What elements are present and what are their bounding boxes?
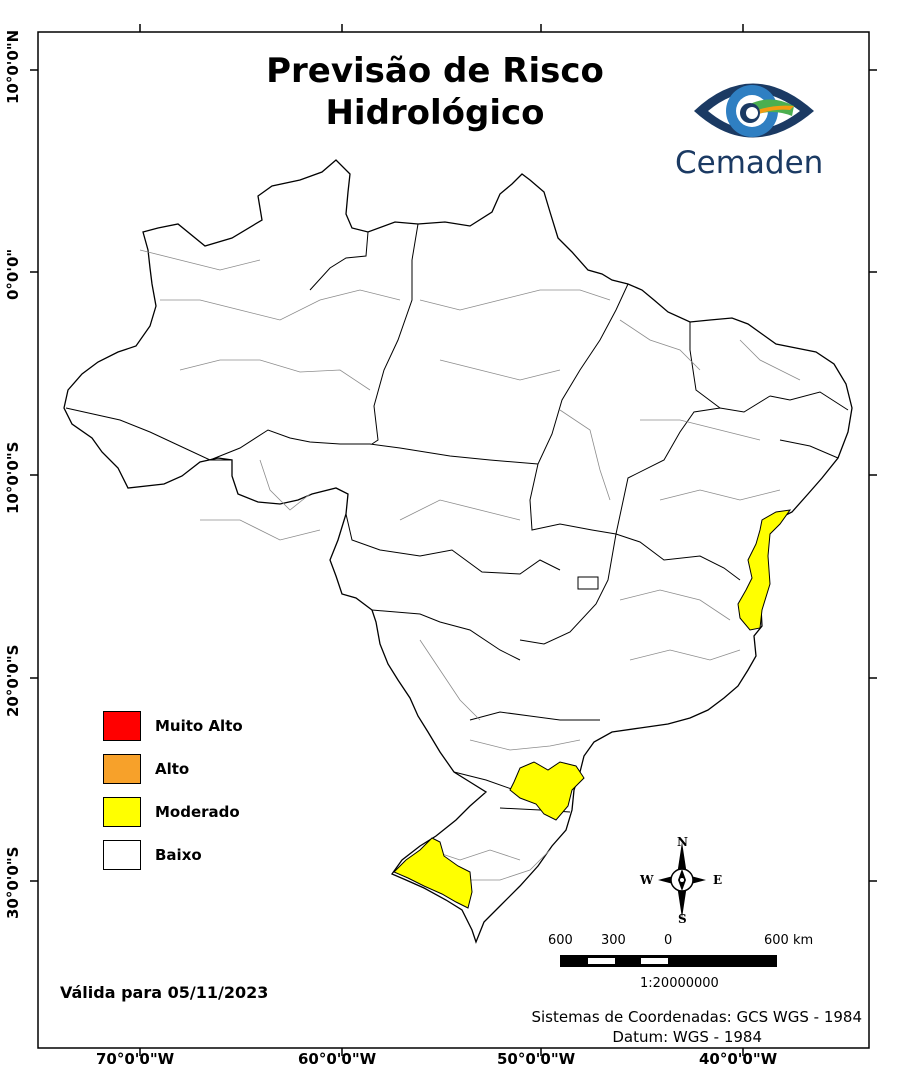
map-title: Previsão de Risco Hidrológico (210, 50, 660, 134)
legend-item-baixo: Baixo (103, 839, 243, 871)
cemaden-eye-logo-icon (694, 83, 814, 138)
legend-swatch-alto (103, 754, 141, 784)
scale-label-600-left: 600 (548, 933, 573, 948)
lat-label-20s: 20°0'0"S (4, 644, 22, 717)
scale-bar (560, 955, 777, 967)
compass-e: E (713, 873, 723, 887)
legend-label-alto: Alto (155, 760, 190, 778)
legend-item-alto: Alto (103, 753, 243, 785)
north-arrow-icon (658, 842, 706, 918)
compass-s: S (678, 912, 687, 926)
legend-swatch-moderado (103, 797, 141, 827)
scale-label-600-km: 600 km (764, 933, 814, 948)
title-line-1: Previsão de Risco (266, 51, 604, 91)
legend-label-moderado: Moderado (155, 803, 240, 821)
scale-label-300: 300 (601, 933, 626, 948)
legend-item-muito-alto: Muito Alto (103, 710, 243, 742)
logo-wordmark: Cemaden (675, 145, 824, 181)
coordinate-system: Sistemas de Coordenadas: GCS WGS - 1984 (531, 1008, 862, 1026)
scale-ratio: 1:20000000 (640, 976, 719, 991)
legend-label-muito-alto: Muito Alto (155, 717, 243, 735)
legend-label-baixo: Baixo (155, 846, 202, 864)
lon-label-70w: 70°0'0"W (96, 1050, 175, 1068)
datum: Datum: WGS - 1984 (612, 1028, 762, 1046)
risk-area-parana-sc (509, 761, 585, 821)
scale-label-0: 0 (664, 933, 673, 948)
brazil-outline (63, 159, 853, 944)
lat-label-10n: 10°0'0"N (4, 29, 22, 104)
legend-item-moderado: Moderado (103, 796, 243, 828)
title-line-2: Hidrológico (325, 93, 545, 133)
legend-swatch-baixo (103, 840, 141, 870)
risk-area-bahia-coast (737, 509, 792, 631)
risk-area-rs-west (393, 837, 473, 909)
internal-borders (65, 223, 849, 813)
risk-areas-moderado (393, 509, 792, 909)
federal-district (577, 576, 599, 590)
legend-swatch-muito-alto (103, 711, 141, 741)
map-frame (37, 31, 870, 1049)
lon-label-50w: 50°0'0"W (497, 1050, 576, 1068)
valid-date: Válida para 05/11/2023 (60, 983, 269, 1002)
lat-label-10s: 10°0'0"S (4, 441, 22, 514)
compass-w: W (640, 873, 654, 887)
lon-label-60w: 60°0'0"W (298, 1050, 377, 1068)
compass-n: N (677, 835, 688, 849)
lon-label-40w: 40°0'0"W (699, 1050, 778, 1068)
sub-basin-lines (139, 249, 801, 881)
legend: Muito Alto Alto Moderado Baixo (103, 710, 243, 882)
lat-label-0: 0°0'0" (4, 248, 22, 300)
grid-ticks (30, 24, 877, 1056)
lat-label-30s: 30°0'0"S (4, 846, 22, 919)
